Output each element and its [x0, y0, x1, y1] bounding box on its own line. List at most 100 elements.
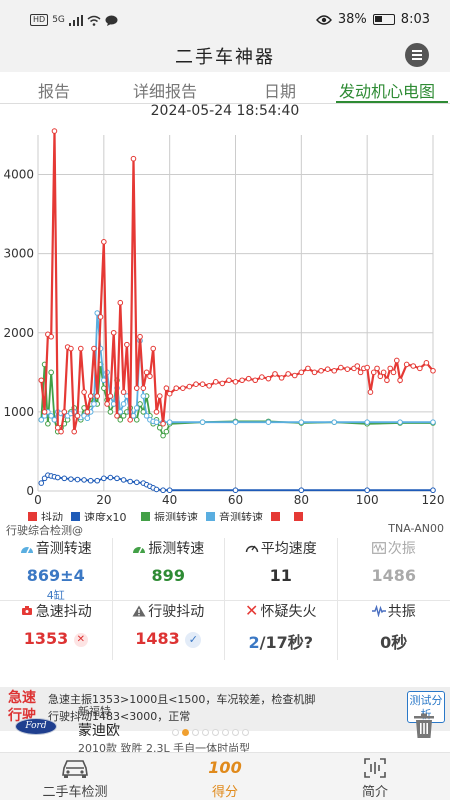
x-tick-label: 40 — [162, 493, 177, 507]
tab-engine-ecg[interactable]: 发动机心电图 — [339, 82, 436, 101]
metrics-row-2: 急速抖动 1353 ✕ 行驶抖动 1483 ✓ ✕ 怀疑失火 2/17秒? 共振… — [0, 600, 450, 660]
page-dot[interactable] — [202, 729, 209, 736]
data-point — [140, 385, 147, 391]
menu-button[interactable] — [405, 43, 429, 67]
metric-sound-rpm[interactable]: 音测转速 869±4 4缸 — [0, 538, 113, 602]
battery-fill — [374, 16, 382, 22]
metric-resonance[interactable]: 共振 0秒 — [338, 601, 450, 660]
page-dot[interactable] — [222, 729, 229, 736]
data-point — [117, 299, 124, 306]
metric-suspected-misfire-label-row: ✕ 怀疑失火 — [225, 601, 337, 621]
data-point — [41, 409, 48, 415]
trash-icon[interactable] — [412, 713, 436, 739]
metric-sound-rpm-label-row: 音测转速 — [0, 538, 112, 558]
metric-idle-shake-value: 1353 — [23, 629, 69, 648]
x-tick-label: 0 — [34, 493, 42, 507]
x-tick-label: 80 — [294, 493, 309, 507]
metric-driving-shake[interactable]: 行驶抖动 1483 ✓ — [113, 601, 225, 660]
tab-report[interactable]: 报告 — [38, 82, 71, 101]
legend-label: 振测转速 — [154, 510, 198, 521]
page-dot[interactable] — [172, 729, 179, 736]
data-point — [219, 380, 226, 387]
gauge-icon — [133, 546, 146, 554]
data-point — [163, 428, 170, 435]
metric-driving-shake-value: 1483 — [135, 629, 180, 648]
metric-idle-shake-label-row: 急速抖动 — [0, 601, 112, 621]
fail-x-icon: ✕ — [73, 633, 88, 647]
misfire-duration: /17秒? — [259, 633, 314, 652]
y-tick-label: 1000 — [3, 405, 34, 419]
page-dot[interactable] — [182, 729, 189, 736]
tab-detailed-report[interactable]: 详细报告 — [133, 82, 198, 101]
metric-suspected-misfire-value-row: 2/17秒? — [225, 629, 337, 653]
data-point — [74, 413, 81, 419]
page-dot[interactable] — [192, 729, 199, 736]
data-point — [252, 377, 259, 384]
nav-score[interactable]: 100 得分 — [195, 757, 255, 800]
data-point — [153, 409, 160, 415]
x-tick-label: 100 — [356, 493, 379, 507]
metric-suspected-misfire[interactable]: ✕ 怀疑失火 2/17秒? — [225, 601, 338, 660]
car-card[interactable]: Ford 新福特 蒙迪欧 2010款 致胜 2.3L 手自一体时尚型 — [0, 700, 450, 755]
hamburger-icon-line — [412, 54, 422, 56]
data-point — [77, 345, 84, 352]
data-point — [127, 478, 133, 485]
page-dot[interactable] — [242, 729, 249, 736]
data-point — [120, 389, 127, 395]
data-point — [153, 486, 160, 493]
data-point — [298, 487, 305, 494]
data-point — [54, 474, 61, 481]
data-point — [357, 369, 364, 376]
car-brand: 新福特 — [78, 705, 111, 718]
data-point — [430, 419, 436, 425]
data-point — [51, 417, 58, 423]
data-point — [311, 369, 318, 376]
engine-ecg-chart: 0 20 40 60 80 100 120 0 1000 2000 3000 4000 抖动 速度x10 振… — [3, 128, 444, 521]
metric-suspected-misfire-label: 怀疑失火 — [260, 604, 317, 620]
car-icon — [62, 760, 88, 778]
data-point — [120, 477, 127, 483]
metric-average-speed[interactable]: 平均速度 11 — [225, 538, 338, 602]
nav-intro[interactable]: 简介 — [350, 757, 400, 800]
pass-check-icon: ✓ — [185, 632, 202, 648]
nav-used-car-check[interactable]: 二手车检测 — [40, 757, 110, 800]
page-dot[interactable] — [232, 729, 239, 736]
data-point — [41, 475, 48, 482]
metric-average-speed-label-row: 平均速度 — [225, 538, 337, 558]
page-dot[interactable] — [212, 729, 219, 736]
battery-percent: 38% — [337, 12, 367, 27]
y-tick-label: 4000 — [3, 168, 34, 182]
cylinder-count-link[interactable]: 4缸 — [46, 589, 65, 602]
data-point — [180, 385, 186, 391]
status-bar: HD 5G 38% 8:03 — [0, 0, 450, 40]
engine-icon — [21, 606, 32, 615]
metric-resonance-label: 共振 — [387, 604, 416, 620]
metric-sound-rpm-label: 音测转速 — [35, 541, 92, 557]
metric-secondary-vibration[interactable]: 次振 1486 — [338, 538, 450, 602]
metric-idle-shake[interactable]: 急速抖动 1353 ✕ — [0, 601, 113, 660]
data-point — [232, 487, 239, 494]
data-point — [81, 389, 87, 395]
data-point — [206, 382, 212, 389]
legend-label: 抖动 — [41, 510, 63, 521]
data-point — [101, 475, 107, 482]
data-point — [212, 379, 219, 385]
data-point — [397, 377, 403, 384]
metric-vibration-rpm[interactable]: 振测转速 899 — [113, 538, 225, 602]
metric-driving-shake-label-row: 行驶抖动 — [113, 601, 225, 621]
device-model: TNA-AN00 — [388, 522, 444, 535]
data-point — [150, 345, 157, 352]
data-point — [239, 377, 245, 384]
report-tabs: 报告 详细报告 日期 发动机心电图 — [0, 76, 450, 104]
nav-intro-label: 简介 — [361, 785, 388, 800]
data-point — [84, 415, 91, 422]
data-point — [331, 419, 338, 425]
summary-line-1: 急速主振1353>1000且<1500，车况较差，检查机脚 — [48, 693, 316, 706]
tab-date[interactable]: 日期 — [264, 82, 297, 101]
data-point — [61, 475, 68, 482]
data-point — [101, 239, 107, 245]
data-point — [410, 363, 417, 369]
data-point — [110, 401, 117, 407]
data-point — [48, 413, 54, 419]
scan-icon — [364, 758, 386, 778]
